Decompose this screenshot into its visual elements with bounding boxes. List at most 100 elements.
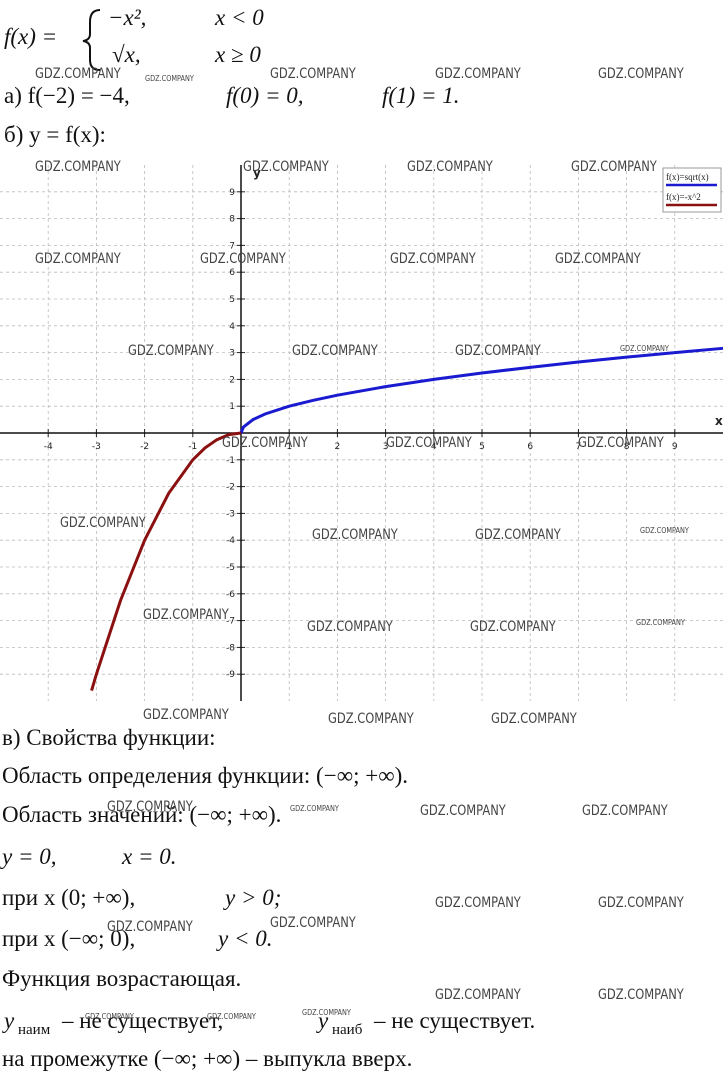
watermark: GDZ.COMPANY xyxy=(470,619,556,635)
watermark: GDZ.COMPANY xyxy=(85,1011,134,1021)
case-expr: √x, xyxy=(112,42,141,67)
y-tick-label: 8 xyxy=(229,215,235,225)
negative: y < 0. xyxy=(216,926,272,951)
y-tick-label: -2 xyxy=(226,483,235,493)
y-tick-label: 9 xyxy=(229,188,235,198)
legend-label: f(x)=-x^2 xyxy=(666,192,701,202)
x-axis-label: x xyxy=(715,414,723,428)
watermark: GDZ.COMPANY xyxy=(292,343,378,359)
case-cond: x ≥ 0 xyxy=(214,42,261,67)
watermark: GDZ.COMPANY xyxy=(475,527,561,543)
y-tick-label: -5 xyxy=(226,563,235,573)
watermark: GDZ.COMPANY xyxy=(582,803,668,819)
zeros: y = 0, xyxy=(0,844,56,869)
watermark: GDZ.COMPANY xyxy=(435,66,521,82)
watermark: GDZ.COMPANY xyxy=(270,915,356,931)
y-tick-label: 2 xyxy=(229,375,235,385)
watermark: GDZ.COMPANY xyxy=(307,619,393,635)
watermark: GDZ.COMPANY xyxy=(35,66,121,82)
watermark: GDZ.COMPANY xyxy=(640,525,689,535)
watermark: GDZ.COMPANY xyxy=(578,435,664,451)
y-tick-label: 6 xyxy=(229,268,235,278)
positive: при x (0; +∞), xyxy=(2,885,135,910)
watermark: GDZ.COMPANY xyxy=(107,799,193,815)
part-c-title: в) Свойства функции: xyxy=(2,725,216,750)
chart: -4 -3 -2 -1 1 2 3 4 5 6 7 8 9 -9 -8 -7 -6 -5 -4 -3 -2 -1 1 2 3 4 5… xyxy=(0,165,724,701)
y-tick-label: 3 xyxy=(229,349,235,359)
y-tick-label: -6 xyxy=(226,590,235,600)
watermark: GDZ.COMPANY xyxy=(143,707,229,723)
watermarks: GDZ.COMPANY GDZ.COMPANY GDZ.COMPANY GDZ.COM… xyxy=(35,66,689,1021)
x-tick-label: 4 xyxy=(431,442,437,452)
y-tick-label: -1 xyxy=(226,456,235,466)
part-a: f(0) = 0, xyxy=(226,83,303,108)
watermark: GDZ.COMPANY xyxy=(207,1011,256,1021)
part-a: f(1) = 1. xyxy=(382,83,459,108)
watermark: GDZ.COMPANY xyxy=(435,987,521,1003)
x-tick-label: 2 xyxy=(335,442,341,452)
positive: y > 0; xyxy=(223,885,281,910)
x-tick-label: 1 xyxy=(286,442,292,452)
x-tick-label: 5 xyxy=(479,442,485,452)
watermark: GDZ.COMPANY xyxy=(571,159,657,175)
watermark: GDZ.COMPANY xyxy=(200,251,286,267)
y-axis-label: y xyxy=(253,166,261,180)
watermark: GDZ.COMPANY xyxy=(555,251,641,267)
watermark: GDZ.COMPANY xyxy=(491,711,577,727)
y-tick-label: -4 xyxy=(226,536,235,546)
negative: при x (−∞; 0), xyxy=(2,926,135,951)
watermark: GDZ.COMPANY xyxy=(386,435,472,451)
x-tick-label: 9 xyxy=(672,442,678,452)
extremum-sub: наим xyxy=(18,1022,51,1038)
watermark: GDZ.COMPANY xyxy=(407,159,493,175)
extremum-sub: наиб xyxy=(332,1022,363,1038)
extremum-var: y xyxy=(2,1008,15,1033)
extremum-text: – не существует. xyxy=(373,1008,535,1033)
x-tick-label: 7 xyxy=(576,442,582,452)
case-expr: −x², xyxy=(108,5,146,30)
range: Область значений: (−∞; +∞). xyxy=(2,802,281,827)
watermark: GDZ.COMPANY xyxy=(328,711,414,727)
domain: Область определения функции: (−∞; +∞). xyxy=(2,763,408,788)
watermark: GDZ.COMPANY xyxy=(598,895,684,911)
watermark: GDZ.COMPANY xyxy=(60,515,146,531)
monotonic: Функция возрастающая. xyxy=(2,966,241,991)
legend-label: f(x)=sqrt(x) xyxy=(666,172,709,182)
y-tick-label: 7 xyxy=(229,241,235,251)
formula-lhs: f(x) = xyxy=(4,24,57,49)
watermark: GDZ.COMPANY xyxy=(390,251,476,267)
line-series xyxy=(239,346,724,434)
watermark: GDZ.COMPANY xyxy=(107,919,193,935)
y-tick-label: -7 xyxy=(226,617,235,627)
brace xyxy=(82,9,101,71)
watermark: GDZ.COMPANY xyxy=(290,803,339,813)
y-tick-label: -3 xyxy=(226,509,235,519)
y-tick-label: 1 xyxy=(229,402,235,412)
y-tick-label: -8 xyxy=(226,643,235,653)
convexity: на промежутке (−∞; +∞) – выпукла вверх. xyxy=(2,1046,412,1071)
x-tick-label: 8 xyxy=(624,442,630,452)
watermark: GDZ.COMPANY xyxy=(35,251,121,267)
x-tick-label: 6 xyxy=(527,442,533,452)
watermark: GDZ.COMPANY xyxy=(302,1007,351,1017)
watermark: GDZ.COMPANY xyxy=(598,66,684,82)
extremum-text: – не существует, xyxy=(61,1008,223,1033)
watermark: GDZ.COMPANY xyxy=(455,343,541,359)
watermark: GDZ.COMPANY xyxy=(312,527,398,543)
watermark: GDZ.COMPANY xyxy=(636,617,685,627)
watermark: GDZ.COMPANY xyxy=(35,159,121,175)
case-cond: x < 0 xyxy=(214,5,264,30)
watermark: GDZ.COMPANY xyxy=(620,343,669,353)
watermark: GDZ.COMPANY xyxy=(420,803,506,819)
watermark: GDZ.COMPANY xyxy=(270,66,356,82)
watermark: GDZ.COMPANY xyxy=(243,159,329,175)
watermark: GDZ.COMPANY xyxy=(222,435,308,451)
x-tick-label: 3 xyxy=(383,442,389,452)
x-tick-label: -2 xyxy=(140,442,149,452)
y-tick-label: 4 xyxy=(229,322,235,332)
watermark: GDZ.COMPANY xyxy=(598,987,684,1003)
x-tick-label: -4 xyxy=(44,442,53,452)
y-tick-label: -9 xyxy=(226,670,235,680)
line-series xyxy=(90,431,242,691)
